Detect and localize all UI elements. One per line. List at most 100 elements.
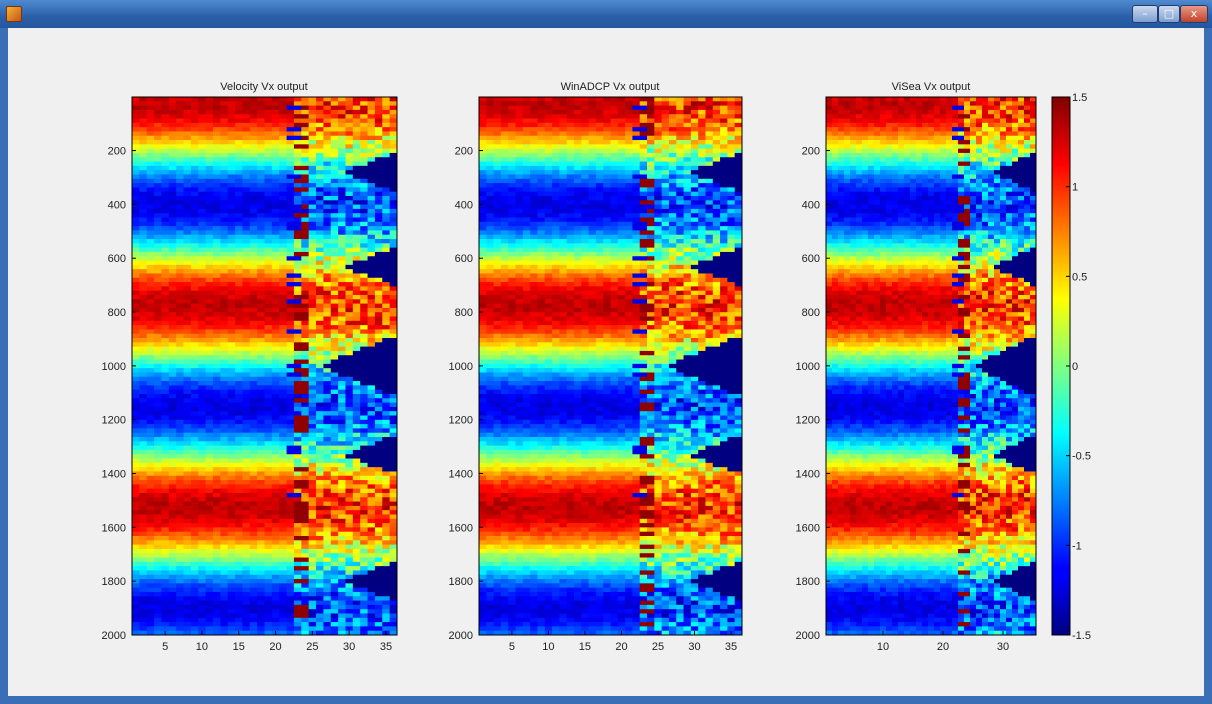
- heatmap-cell: [360, 548, 369, 554]
- heatmap-cell: [249, 587, 258, 593]
- heatmap-cell: [271, 174, 280, 180]
- heatmap-cell: [338, 320, 346, 326]
- heatmap-cell: [661, 97, 670, 102]
- maximize-button[interactable]: □: [1158, 5, 1180, 23]
- heatmap-cell: [198, 97, 207, 102]
- heatmap-cell: [154, 540, 162, 546]
- heatmap-cell: [249, 398, 258, 404]
- heatmap-cell: [279, 152, 288, 158]
- heatmap-cell: [183, 221, 192, 227]
- minimize-button[interactable]: –: [1132, 5, 1158, 23]
- heatmap-cell: [242, 381, 251, 386]
- heatmap-cell: [205, 626, 214, 632]
- heatmap-cell: [625, 140, 633, 145]
- heatmap-cell: [360, 583, 369, 589]
- heatmap-cell: [360, 497, 369, 503]
- heatmap-cell: [308, 299, 317, 305]
- close-button[interactable]: x: [1180, 5, 1208, 23]
- heatmap-cell: [220, 617, 229, 623]
- heatmap-cell: [227, 393, 236, 399]
- heatmap-cell: [154, 596, 162, 602]
- heatmap-cell: [374, 195, 383, 201]
- heatmap-cell: [581, 140, 590, 145]
- heatmap-cell: [198, 286, 207, 292]
- heatmap-cell: [264, 363, 273, 369]
- heatmap-cell: [389, 157, 398, 163]
- heatmap-cell: [220, 604, 229, 610]
- heatmap-cell: [190, 561, 199, 567]
- heatmap-cell: [205, 282, 214, 287]
- heatmap-cell: [345, 449, 354, 455]
- heatmap-cell: [257, 174, 265, 180]
- heatmap-cell: [139, 449, 148, 455]
- heatmap-cell: [279, 333, 288, 339]
- heatmap-cell: [330, 548, 339, 554]
- heatmap-cell: [198, 299, 207, 305]
- heatmap-cell: [227, 127, 236, 132]
- heatmap-cell: [683, 140, 692, 145]
- heatmap-cell: [146, 406, 155, 412]
- heatmap-cell: [323, 510, 332, 515]
- heatmap-cell: [198, 213, 207, 219]
- heatmap-cell: [316, 256, 324, 262]
- heatmap-cell: [176, 256, 185, 262]
- heatmap-cell: [212, 320, 221, 326]
- heatmap-cell: [515, 105, 524, 111]
- heatmap-cell: [235, 398, 243, 404]
- heatmap-cell: [139, 381, 148, 386]
- heatmap-cell: [345, 118, 354, 124]
- heatmap-cell: [293, 105, 302, 111]
- heatmap-cell: [293, 600, 302, 606]
- heatmap-cell: [220, 282, 229, 287]
- heatmap-cell: [559, 114, 568, 120]
- heatmap-cell: [279, 320, 288, 326]
- heatmap-cell: [271, 359, 280, 365]
- heatmap-cell: [212, 208, 221, 214]
- heatmap-cell: [479, 101, 487, 107]
- heatmap-cell: [257, 144, 265, 150]
- heatmap-cell: [235, 406, 243, 412]
- heatmap-cell: [301, 630, 310, 636]
- heatmap-cell: [566, 144, 575, 150]
- heatmap-cell: [367, 480, 376, 485]
- heatmap-cell: [205, 484, 214, 490]
- heatmap-cell: [734, 114, 743, 120]
- heatmap-cell: [338, 290, 346, 296]
- heatmap-cell: [338, 505, 346, 511]
- heatmap-cell: [198, 557, 207, 563]
- heatmap-cell: [183, 299, 192, 305]
- heatmap-cell: [264, 372, 273, 378]
- heatmap-cell: [198, 393, 207, 399]
- heatmap-cell: [500, 122, 509, 128]
- heatmap-cell: [352, 505, 361, 511]
- heatmap-cell: [249, 286, 258, 292]
- heatmap-cell: [316, 536, 324, 541]
- heatmap-cell: [176, 208, 185, 214]
- heatmap-cell: [205, 140, 214, 145]
- heatmap-cell: [271, 329, 280, 335]
- heatmap-cell: [330, 561, 339, 567]
- heatmap-cell: [139, 294, 148, 300]
- heatmap-cell: [242, 566, 251, 571]
- heatmap-cell: [367, 148, 376, 154]
- heatmap-cell: [382, 376, 391, 382]
- heatmap-cell: [323, 127, 332, 132]
- heatmap-cell: [323, 376, 332, 382]
- heatmap-cell: [154, 165, 162, 171]
- heatmap-cell: [198, 161, 207, 167]
- heatmap-cell: [220, 415, 229, 421]
- heatmap-cell: [493, 144, 502, 150]
- heatmap-cell: [668, 135, 677, 141]
- heatmap-cell: [264, 307, 273, 313]
- heatmap-cell: [330, 109, 339, 115]
- heatmap-cell: [161, 492, 170, 498]
- heatmap-cell: [257, 269, 265, 274]
- heatmap-cell: [220, 290, 229, 296]
- heatmap-cell: [235, 609, 243, 614]
- heatmap-cell: [338, 277, 346, 283]
- heatmap-cell: [235, 174, 243, 180]
- heatmap-cell: [654, 122, 663, 128]
- heatmap-cell: [293, 505, 302, 511]
- heatmap-cell: [242, 591, 251, 597]
- heatmap-cell: [367, 566, 376, 571]
